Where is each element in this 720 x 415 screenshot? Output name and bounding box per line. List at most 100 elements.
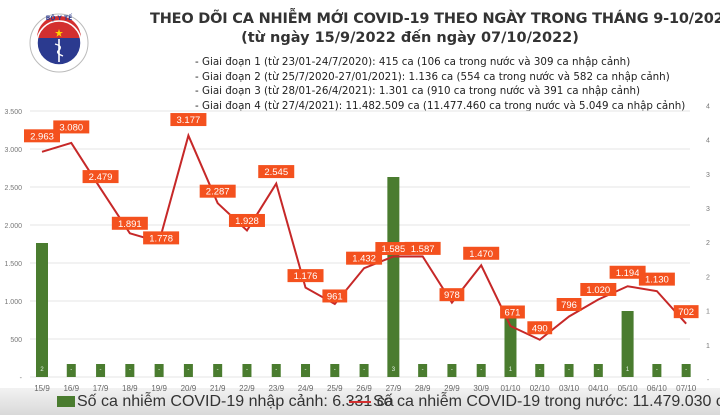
svg-text:961: 961 xyxy=(327,291,343,302)
x-axis-label: 04/10 xyxy=(588,384,609,393)
svg-text:1.000: 1.000 xyxy=(4,299,22,306)
svg-text:-: - xyxy=(100,367,102,373)
svg-text:1.194: 1.194 xyxy=(616,268,640,279)
svg-text:2.287: 2.287 xyxy=(206,187,230,198)
legend-line-swatch xyxy=(349,400,371,403)
svg-text:2.500: 2.500 xyxy=(4,185,22,192)
chart-title: THEO DÕI CA NHIỄM MỚI COVID-19 THEO NGÀY… xyxy=(150,11,720,46)
svg-text:3.000: 3.000 xyxy=(4,147,22,154)
svg-text:1.432: 1.432 xyxy=(352,254,376,265)
phase-summary: - Giai đoạn 1 (từ 23/01-24/7/2020): 415 … xyxy=(195,55,685,113)
legend-item-imported: Số ca nhiễm COVID-19 nhập cảnh: 6.331 ca xyxy=(57,393,394,411)
svg-text:-: - xyxy=(568,367,570,373)
x-axis-label: 05/10 xyxy=(617,384,638,393)
svg-text:-: - xyxy=(305,367,307,373)
legend-bar-label: Số ca nhiễm COVID-19 nhập cảnh: 6.331 ca xyxy=(77,393,394,410)
svg-text:-: - xyxy=(539,367,541,373)
svg-text:4: 4 xyxy=(706,103,710,110)
x-axis-label: 23/9 xyxy=(268,384,285,393)
svg-text:-: - xyxy=(158,367,160,373)
x-axis-labels: 15/9 16/9 17/9 18/9 19/9 20/9 21/9 22/9 23/9 24/9… xyxy=(0,384,720,412)
svg-text:-: - xyxy=(656,367,658,373)
x-axis-label: 16/9 xyxy=(63,384,80,393)
svg-text:1: 1 xyxy=(706,309,710,316)
svg-text:-: - xyxy=(70,367,72,373)
svg-text:1: 1 xyxy=(706,343,710,350)
svg-text:-: - xyxy=(246,367,248,373)
x-axis-label: 07/10 xyxy=(676,384,697,393)
phase-3: - Giai đoạn 3 (từ 28/01-26/4/2021): 1.30… xyxy=(195,85,641,98)
svg-text:3.500: 3.500 xyxy=(4,109,22,116)
svg-text:490: 490 xyxy=(532,323,548,334)
svg-text:500: 500 xyxy=(10,337,22,344)
svg-text:1.585: 1.585 xyxy=(381,244,405,255)
svg-text:-: - xyxy=(334,367,336,373)
legend-bar-swatch xyxy=(57,396,75,408)
x-axis-label: 30/9 xyxy=(473,384,489,393)
svg-text:1.130: 1.130 xyxy=(645,275,669,286)
title-line-2: (từ ngày 15/9/2022 đến ngày 07/10/2022) xyxy=(241,30,579,46)
x-axis-label: 17/9 xyxy=(92,384,109,393)
svg-text:2: 2 xyxy=(706,240,710,247)
svg-text:671: 671 xyxy=(505,308,521,319)
svg-text:4: 4 xyxy=(706,138,710,145)
svg-text:-: - xyxy=(275,367,277,373)
svg-text:1.176: 1.176 xyxy=(294,271,318,282)
x-axis-label: 29/9 xyxy=(444,384,460,393)
svg-text:1.500: 1.500 xyxy=(4,261,22,268)
svg-text:2.545: 2.545 xyxy=(264,167,288,178)
x-axis-label: 01/10 xyxy=(500,384,521,393)
svg-text:-: - xyxy=(707,377,710,384)
phase-4: - Giai đoạn 4 (từ 27/4/2021): 11.482.509… xyxy=(195,99,686,112)
svg-text:-: - xyxy=(422,367,424,373)
svg-text:-: - xyxy=(685,367,687,373)
svg-text:2.963: 2.963 xyxy=(30,131,54,142)
x-axis-label: 22/9 xyxy=(239,384,255,393)
svg-text:796: 796 xyxy=(561,300,577,311)
x-axis-label: 18/9 xyxy=(122,384,138,393)
svg-text:2: 2 xyxy=(40,367,44,373)
svg-text:702: 702 xyxy=(678,307,694,318)
svg-text:-: - xyxy=(597,367,599,373)
svg-text:-: - xyxy=(451,367,453,373)
x-axis-label: 15/9 xyxy=(34,384,50,393)
phase-1: - Giai đoạn 1 (từ 23/01-24/7/2020): 415 … xyxy=(195,56,631,68)
x-axis-label: 20/9 xyxy=(180,384,197,393)
x-axis-label: 27/9 xyxy=(385,384,402,393)
svg-text:2.000: 2.000 xyxy=(4,223,22,230)
x-axis-label: 25/9 xyxy=(327,384,343,393)
svg-text:1: 1 xyxy=(509,367,513,373)
svg-text:-: - xyxy=(20,375,23,382)
svg-text:3: 3 xyxy=(392,367,396,373)
svg-text:3.080: 3.080 xyxy=(59,122,83,133)
svg-text:3: 3 xyxy=(706,172,710,179)
x-axis-label: 21/9 xyxy=(209,384,226,393)
svg-text:978: 978 xyxy=(444,290,460,301)
phase-2: - Giai đoạn 2 (từ 25/7/2020-27/01/2021):… xyxy=(195,70,670,83)
svg-text:1: 1 xyxy=(626,367,630,373)
legend-item-domestic: Số ca nhiễm COVID-19 trong nước: 11.479.… xyxy=(349,393,720,411)
x-axis-label: 03/10 xyxy=(559,384,580,393)
x-axis-label: 28/9 xyxy=(414,384,431,393)
x-axis-label: 24/9 xyxy=(297,384,314,393)
svg-text:1.778: 1.778 xyxy=(149,233,173,244)
svg-text:3.177: 3.177 xyxy=(177,115,201,126)
x-axis-label: 06/10 xyxy=(646,384,667,393)
svg-text:1.891: 1.891 xyxy=(118,219,142,230)
svg-text:1.587: 1.587 xyxy=(411,244,435,255)
ministry-of-health-logo: BỘ Y TẾ xyxy=(28,12,90,74)
svg-text:-: - xyxy=(217,367,219,373)
legend-line-label: Số ca nhiễm COVID-19 trong nước: 11.479.… xyxy=(373,393,720,410)
title-line-1: THEO DÕI CA NHIỄM MỚI COVID-19 THEO NGÀY… xyxy=(150,11,720,27)
svg-text:1.470: 1.470 xyxy=(469,249,493,260)
svg-text:1.928: 1.928 xyxy=(235,216,259,227)
svg-text:-: - xyxy=(129,367,131,373)
svg-text:2: 2 xyxy=(706,274,710,281)
x-axis-label: 26/9 xyxy=(356,384,372,393)
x-axis-label: 19/9 xyxy=(151,384,167,393)
svg-text:-: - xyxy=(363,367,365,373)
svg-text:BỘ Y TẾ: BỘ Y TẾ xyxy=(46,14,73,22)
svg-text:-: - xyxy=(480,367,482,373)
svg-text:2.479: 2.479 xyxy=(89,172,113,183)
